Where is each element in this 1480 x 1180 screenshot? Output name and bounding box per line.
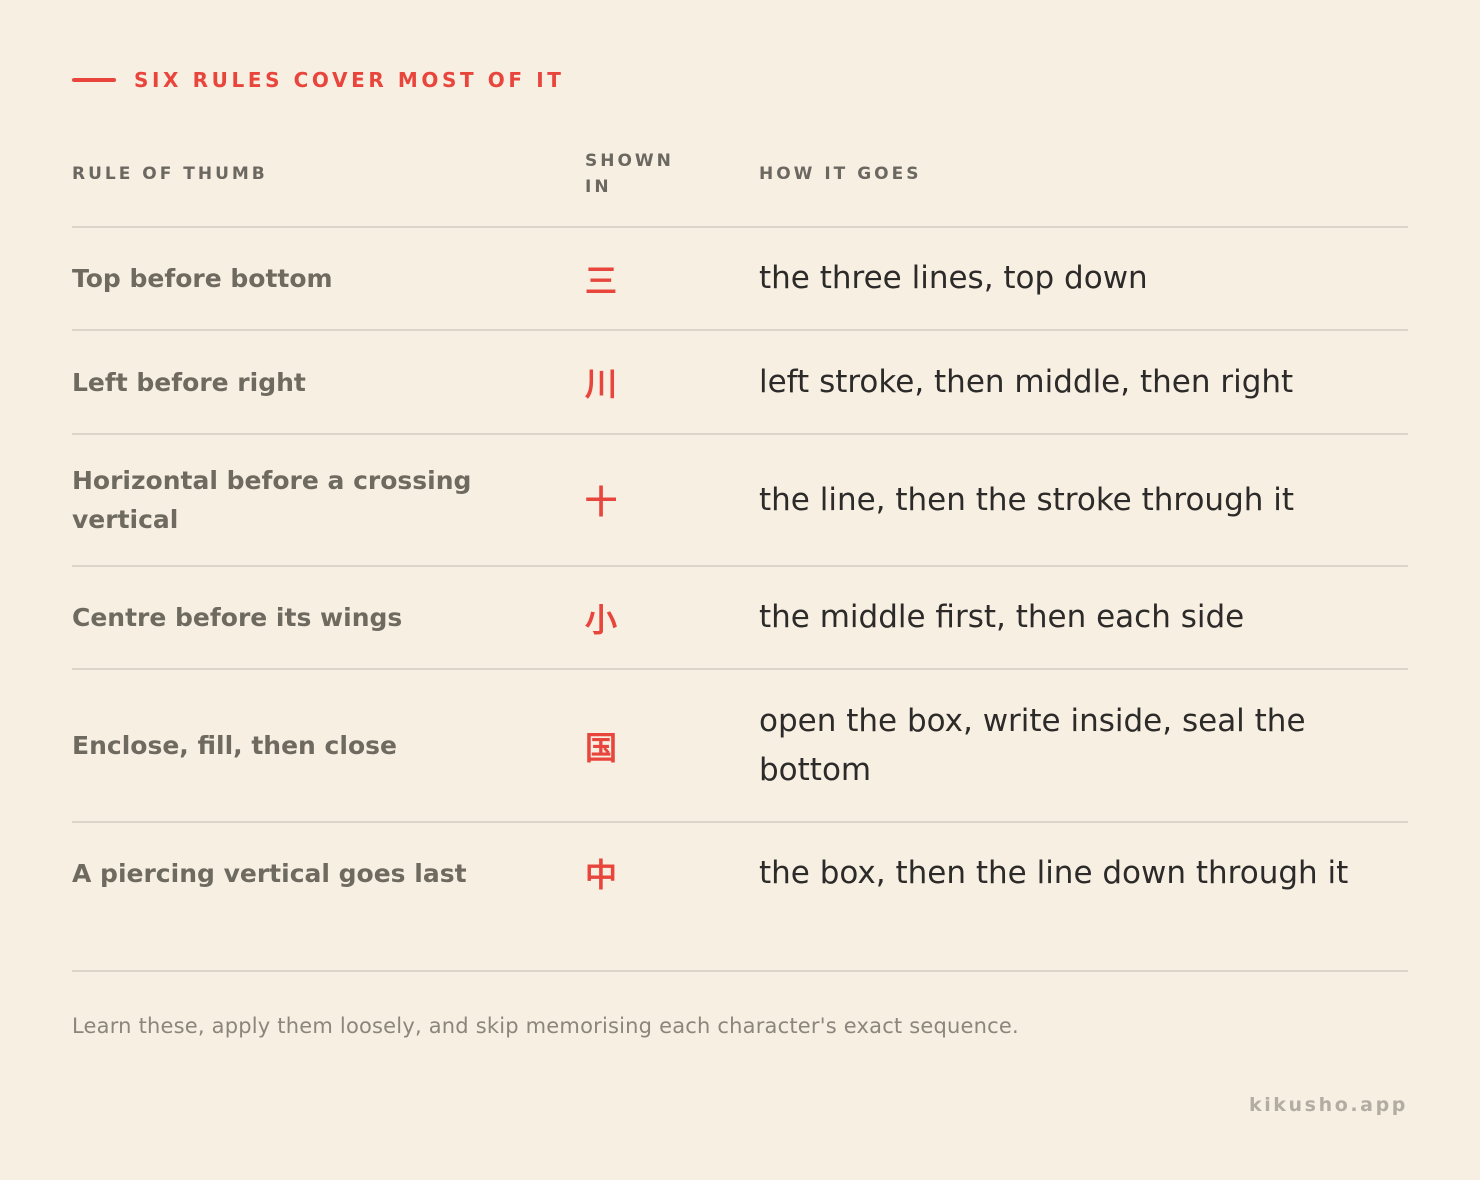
rule-description: the line, then the stroke through it xyxy=(759,481,1295,518)
rule-name: Top before bottom xyxy=(72,264,333,293)
example-character: 国 xyxy=(585,728,618,767)
footnote: Learn these, apply them loosely, and ski… xyxy=(72,1014,1019,1038)
accent-dash xyxy=(72,78,116,82)
example-character: 十 xyxy=(585,483,618,521)
eyebrow-title: SIX RULES COVER MOST OF IT xyxy=(134,68,565,92)
column-header-rule: RULE OF THUMB xyxy=(72,164,268,184)
table-header: RULE OF THUMB SHOWN IN HOW IT GOES xyxy=(72,146,1408,228)
rule-description: left stroke, then middle, then right xyxy=(759,363,1294,400)
table-row: Left before right 川 left stroke, then mi… xyxy=(72,331,1408,435)
table-row: Enclose, fill, then close 国 open the box… xyxy=(72,670,1408,823)
stroke-order-rules-table: RULE OF THUMB SHOWN IN HOW IT GOES Top b… xyxy=(72,146,1408,923)
brand-label: kikusho.app xyxy=(1248,1094,1408,1116)
rule-description: the three lines, top down xyxy=(759,260,1148,296)
example-character: 三 xyxy=(585,261,618,300)
table-row: Centre before its wings 小 the middle fir… xyxy=(72,567,1408,670)
rule-name: Left before right xyxy=(72,367,306,397)
example-character: 川 xyxy=(585,365,618,403)
example-character: 小 xyxy=(585,600,618,639)
section-eyebrow: SIX RULES COVER MOST OF IT xyxy=(72,68,565,92)
column-header-how: HOW IT GOES xyxy=(759,164,922,184)
rule-name: Horizontal before a crossing vertical xyxy=(72,466,472,534)
divider xyxy=(72,970,1408,972)
table-row: A piercing vertical goes last 中 the box,… xyxy=(72,823,1408,923)
rule-description: the middle first, then each side xyxy=(759,599,1245,635)
rule-name: A piercing vertical goes last xyxy=(72,858,467,888)
table-row: Top before bottom 三 the three lines, top… xyxy=(72,228,1408,331)
rule-description: the box, then the line down through it xyxy=(759,854,1349,891)
rule-name: Centre before its wings xyxy=(72,603,403,632)
example-character: 中 xyxy=(585,856,618,894)
rule-name: Enclose, fill, then close xyxy=(72,731,397,760)
column-header-shown-in: SHOWN IN xyxy=(585,151,674,197)
rule-description: open the box, write inside, seal the bot… xyxy=(759,702,1306,788)
table-row: Horizontal before a crossing vertical 十 … xyxy=(72,435,1408,567)
